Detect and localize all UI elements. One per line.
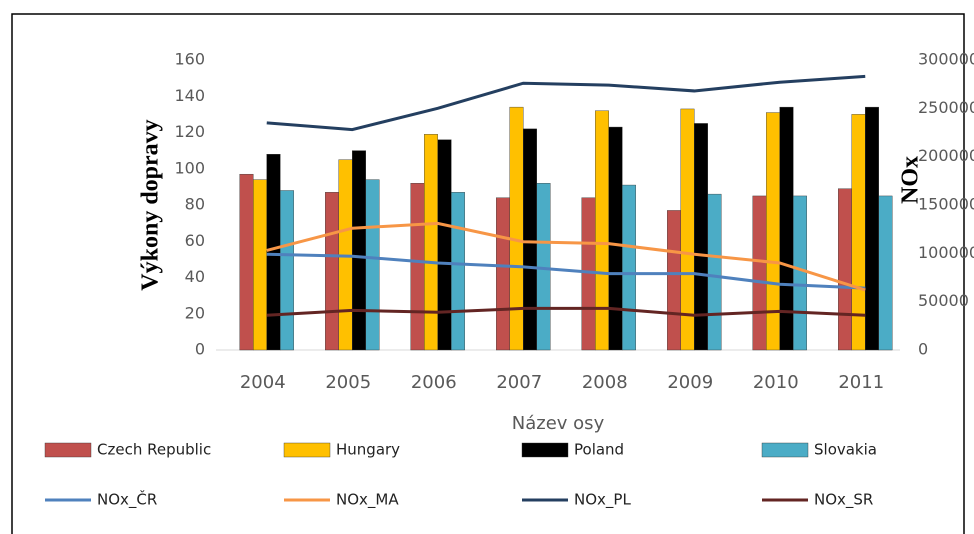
y2-tick-label: 300000 — [918, 50, 974, 69]
line — [266, 74, 866, 132]
y-tick-label: 160 — [174, 50, 205, 69]
bar — [707, 193, 722, 351]
legend-label: Poland — [574, 441, 624, 459]
y2-tick-label: 150000 — [918, 195, 974, 214]
bar — [509, 106, 524, 351]
y-tick-label: 80 — [185, 195, 205, 214]
bar — [325, 192, 339, 351]
y-tick-label: 60 — [185, 231, 205, 250]
y-tick-label: 100 — [174, 158, 205, 177]
bar — [365, 179, 380, 351]
bar — [752, 195, 767, 351]
legend-swatch — [283, 442, 331, 458]
bar — [523, 128, 537, 351]
bar — [496, 197, 510, 351]
bar — [424, 134, 438, 351]
x-tick-label: 2006 — [411, 372, 457, 393]
y2-tick-label: 0 — [918, 340, 928, 359]
bar — [865, 106, 879, 351]
legend-label: NOx_ČR — [97, 490, 157, 510]
legend-label: NOx_PL — [574, 491, 631, 510]
bar — [352, 150, 366, 351]
y-axis-label: Výkony dopravy — [138, 119, 164, 290]
bar — [608, 126, 623, 351]
x-axis-label: Název osy — [512, 413, 605, 434]
y2-tick-label: 200000 — [918, 146, 974, 165]
legend-label: NOx_MA — [336, 491, 399, 510]
bar — [667, 210, 681, 351]
x-tick-label: 2008 — [582, 372, 628, 393]
bar — [266, 154, 281, 351]
legend-label: Slovakia — [814, 441, 877, 459]
y-tick-label: 0 — [195, 340, 205, 359]
bar — [253, 179, 267, 351]
legend-label: Czech Republic — [97, 441, 211, 459]
x-tick-label: 2004 — [240, 372, 286, 393]
bar — [793, 195, 807, 351]
legend-label: Hungary — [336, 441, 400, 459]
line — [266, 221, 866, 292]
y-tick-label: 20 — [185, 303, 205, 322]
bar — [838, 188, 852, 351]
bar — [239, 173, 254, 351]
y2-tick-label: 50000 — [918, 291, 969, 310]
y2-axis-label: NOx — [898, 156, 924, 204]
line — [266, 252, 866, 290]
line — [266, 306, 866, 317]
x-tick-label: 2005 — [325, 372, 371, 393]
bar — [410, 183, 425, 351]
y2-tick-label: 250000 — [918, 98, 974, 117]
bar — [878, 195, 893, 351]
y-tick-label: 140 — [174, 86, 205, 105]
x-tick-label: 2007 — [496, 372, 542, 393]
legend-swatch — [521, 442, 569, 458]
bar — [280, 190, 294, 351]
bar — [779, 106, 794, 351]
y-tick-label: 40 — [185, 267, 205, 286]
bar — [622, 184, 636, 351]
legend-swatch — [44, 442, 92, 458]
x-tick-label: 2011 — [838, 372, 884, 393]
bar — [766, 112, 780, 351]
x-tick-label: 2010 — [753, 372, 799, 393]
y2-tick-label: 100000 — [918, 243, 974, 262]
bar — [437, 139, 452, 351]
y-tick-label: 120 — [174, 122, 205, 141]
legend-label: NOx_SR — [814, 491, 873, 510]
bar — [451, 192, 465, 351]
legend-swatch — [761, 442, 809, 458]
bar — [595, 110, 609, 351]
x-tick-label: 2009 — [667, 372, 713, 393]
